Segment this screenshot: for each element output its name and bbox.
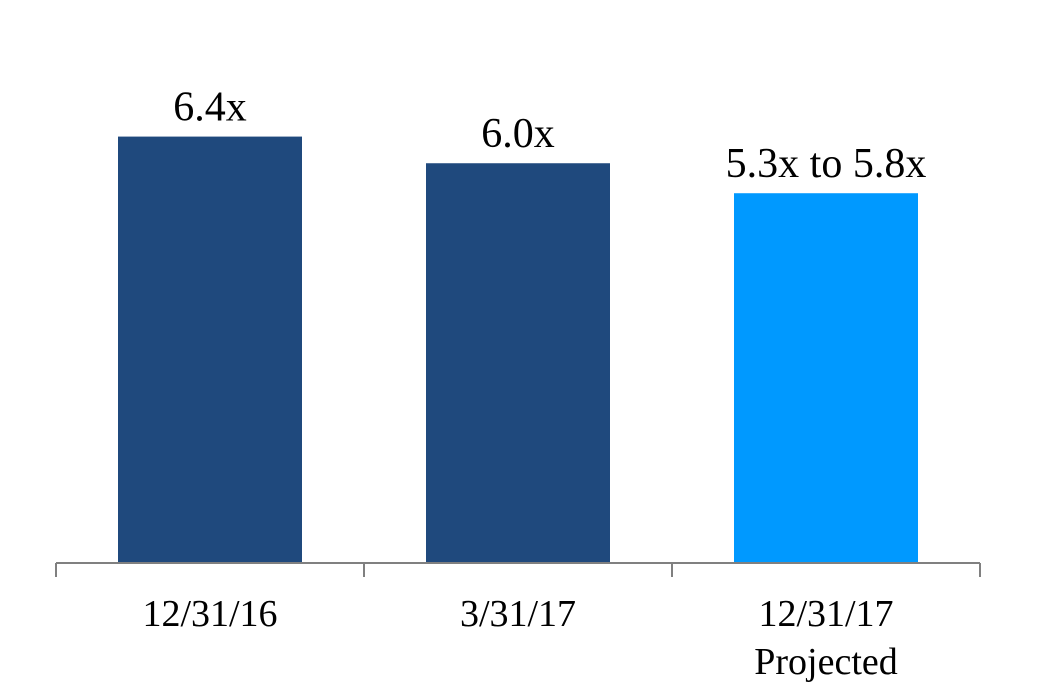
x-tick-labels-group: 12/31/16 3/31/17 12/31/17 Projected (142, 593, 897, 683)
bar-1 (118, 136, 302, 563)
data-label-3: 5.3x to 5.8x (726, 141, 927, 187)
bars-group (118, 136, 918, 563)
x-tick-label-3-line2: Projected (754, 641, 898, 683)
bar-3 (734, 193, 918, 563)
data-label-1: 6.4x (173, 85, 247, 131)
data-labels-group: 6.4x 6.0x 5.3x to 5.8x (173, 85, 926, 188)
x-tick-label-3: 12/31/17 (758, 593, 893, 635)
x-tick-label-1: 12/31/16 (142, 593, 277, 635)
x-tick-label-2: 3/31/17 (460, 593, 576, 635)
data-label-2: 6.0x (481, 111, 555, 157)
x-axis (55, 562, 981, 577)
bar-2 (426, 163, 610, 563)
